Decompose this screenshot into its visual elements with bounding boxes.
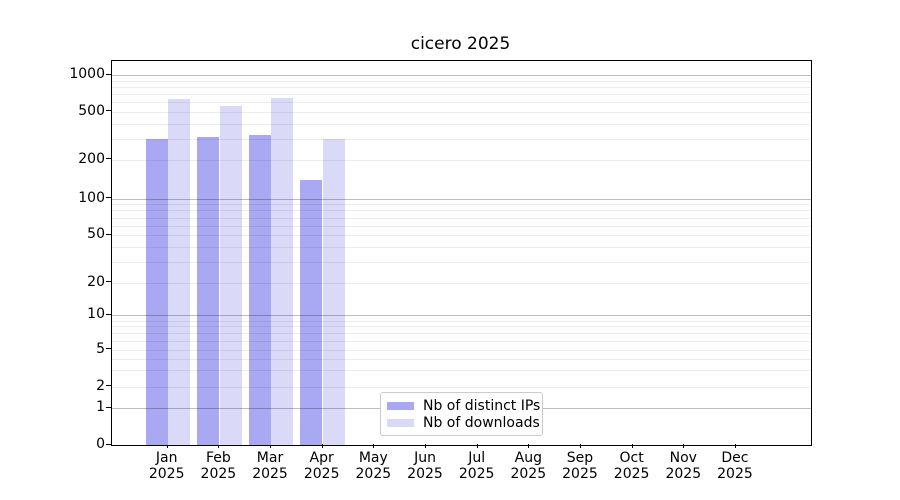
x-tick-mark: [270, 444, 272, 448]
gridline-minor: [112, 225, 811, 227]
plot-area: [111, 60, 812, 446]
bar-nb-of-distinct-ips-feb-2025: [197, 137, 220, 445]
x-tick-mark: [425, 444, 426, 448]
gridline-minor: [112, 217, 811, 219]
gridline-minor: [112, 320, 811, 322]
gridline-minor: [112, 204, 811, 206]
x-tick-label-jun-2025: Jun 2025: [407, 450, 443, 482]
y-tick-mark: [106, 313, 111, 315]
legend: Nb of distinct IPs Nb of downloads: [380, 392, 543, 436]
y-tick-mark: [106, 110, 111, 112]
gridline-minor: [112, 210, 811, 212]
bar-nb-of-downloads-feb-2025: [219, 105, 242, 445]
y-tick-label-5: 5: [96, 340, 105, 357]
gridline-minor: [112, 94, 811, 96]
y-tick-mark: [106, 233, 111, 235]
bar-nb-of-downloads-apr-2025: [322, 138, 345, 445]
x-tick-mark: [321, 444, 323, 448]
legend-label-distinct-ips: Nb of distinct IPs: [423, 397, 541, 414]
x-tick-label-feb-2025: Feb 2025: [200, 450, 237, 482]
gridline-minor: [112, 326, 811, 328]
gridline-minor: [112, 358, 811, 360]
bar-nb-of-distinct-ips-mar-2025: [248, 134, 271, 445]
y-tick-label-200: 200: [78, 150, 105, 167]
legend-label-downloads: Nb of downloads: [423, 414, 540, 431]
x-tick-label-oct-2025: Oct 2025: [613, 450, 650, 482]
x-tick-mark: [373, 444, 375, 448]
y-tick-label-100: 100: [78, 189, 105, 206]
bar-nb-of-downloads-jan-2025: [167, 98, 190, 445]
gridline-minor: [112, 159, 811, 161]
gridline-major: [112, 315, 811, 317]
gridline-minor: [112, 80, 811, 82]
y-tick-mark: [106, 158, 111, 160]
gridline-major: [112, 198, 811, 200]
y-tick-label-10: 10: [87, 306, 105, 323]
y-tick-label-1000: 1000: [69, 66, 105, 83]
y-tick-mark: [106, 443, 111, 445]
y-tick-label-0: 0: [96, 436, 105, 452]
y-tick-label-2: 2: [96, 377, 105, 394]
chart-title: cicero 2025: [410, 34, 511, 54]
x-tick-label-sep-2025: Sep 2025: [562, 450, 598, 482]
gridline-minor: [112, 138, 811, 140]
y-tick-mark: [106, 406, 111, 408]
x-tick-mark: [631, 444, 633, 448]
x-tick-mark: [166, 444, 168, 448]
y-tick-mark: [106, 73, 111, 75]
bar-nb-of-distinct-ips-apr-2025: [300, 179, 323, 445]
gridline-minor: [112, 111, 811, 113]
x-tick-label-nov-2025: Nov 2025: [665, 450, 702, 482]
x-tick-label-jul-2025: Jul 2025: [458, 450, 495, 482]
x-tick-label-jan-2025: Jan 2025: [148, 450, 185, 482]
y-tick-label-20: 20: [87, 273, 105, 290]
x-tick-label-mar-2025: Mar 2025: [252, 450, 288, 482]
x-tick-mark: [528, 444, 530, 448]
gridline-minor: [112, 340, 811, 342]
gridline-minor: [112, 123, 811, 125]
y-tick-label-500: 500: [78, 102, 105, 119]
bar-nb-of-downloads-mar-2025: [271, 97, 294, 445]
gridline-minor: [112, 349, 811, 351]
y-tick-mark: [106, 197, 111, 199]
x-tick-mark: [218, 444, 220, 448]
y-tick-label-1: 1: [96, 399, 105, 416]
y-tick-mark: [106, 348, 111, 350]
gridline-minor: [112, 370, 811, 372]
x-tick-mark: [734, 444, 736, 448]
gridline-minor: [112, 86, 811, 88]
y-tick-label-50: 50: [87, 226, 105, 243]
x-tick-label-may-2025: May 2025: [355, 450, 392, 482]
gridline-minor: [112, 102, 811, 104]
x-tick-mark: [683, 444, 685, 448]
legend-item-distinct-ips: Nb of distinct IPs: [387, 399, 540, 413]
bar-nb-of-distinct-ips-jan-2025: [145, 138, 168, 445]
y-tick-mark: [106, 385, 111, 387]
gridline-major: [112, 75, 811, 77]
gridline-minor: [112, 246, 811, 248]
x-tick-label-apr-2025: Apr 2025: [303, 450, 340, 482]
gridline-minor: [112, 333, 811, 335]
gridline-minor: [112, 386, 811, 388]
y-tick-mark: [106, 281, 111, 283]
legend-swatch-distinct-ips-icon: [387, 401, 414, 410]
x-tick-mark: [579, 444, 581, 448]
legend-swatch-downloads-icon: [387, 418, 414, 427]
x-tick-label-aug-2025: Aug 2025: [510, 450, 547, 482]
x-tick-label-dec-2025: Dec 2025: [717, 450, 753, 482]
gridline-minor: [112, 235, 811, 237]
x-tick-mark: [476, 444, 478, 448]
gridline-minor: [112, 261, 811, 263]
gridline-minor: [112, 282, 811, 284]
legend-item-downloads: Nb of downloads: [387, 416, 540, 430]
